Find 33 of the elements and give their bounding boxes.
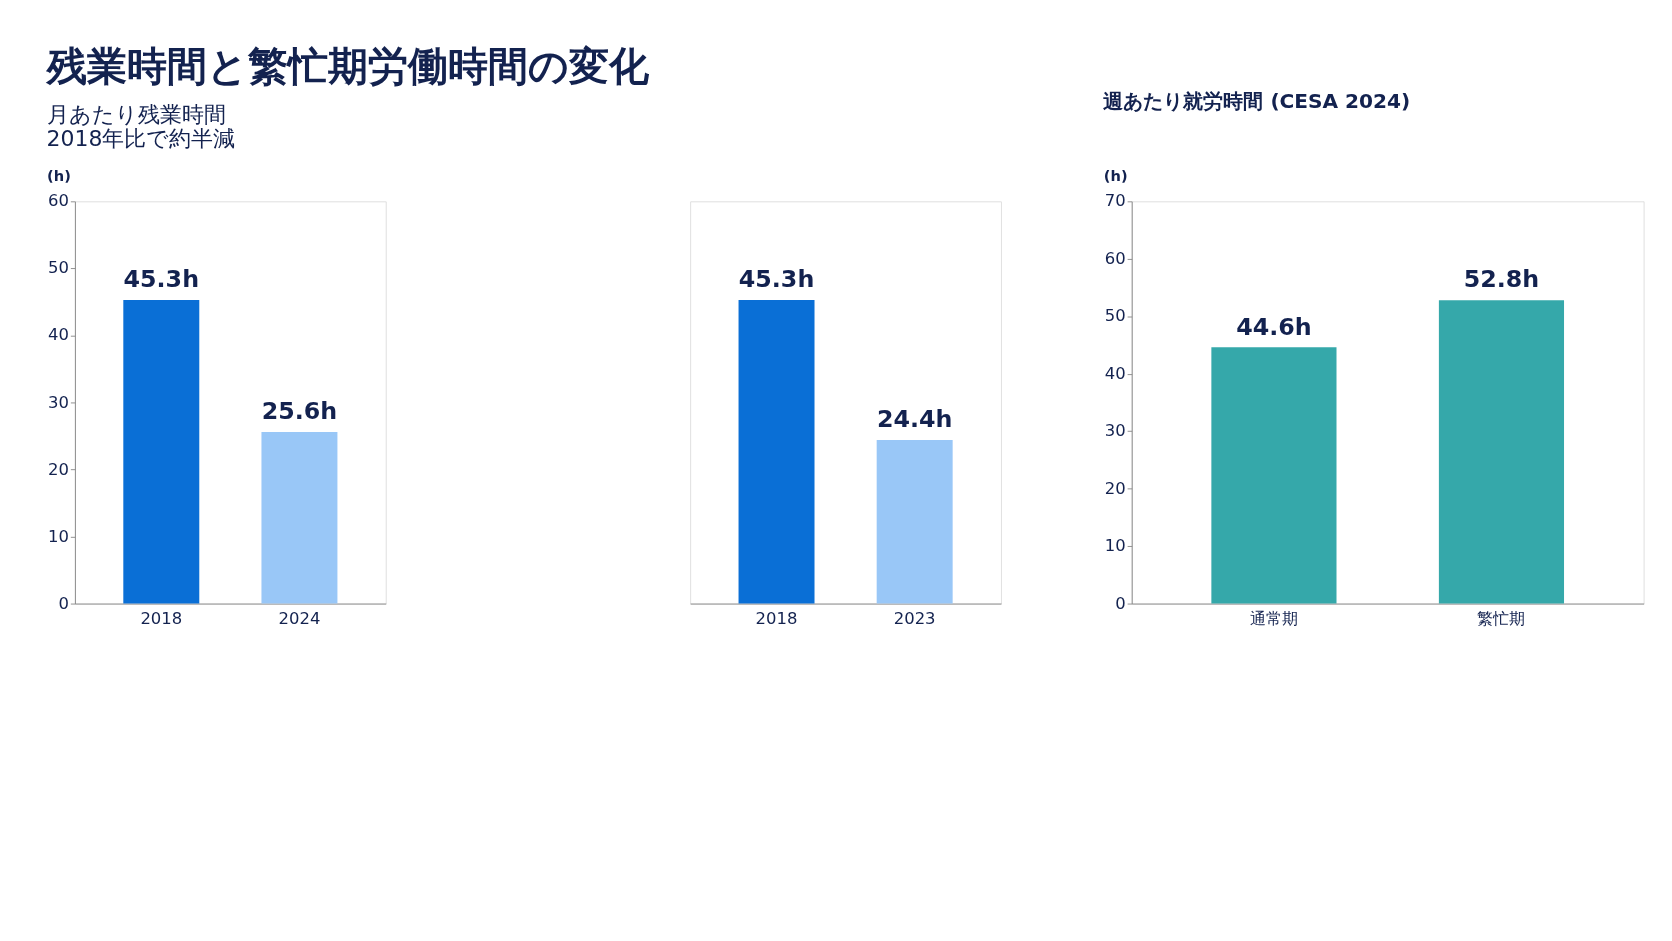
data-label: 52.8h	[1463, 265, 1540, 294]
y-tick-label: 40	[48, 325, 70, 345]
y-tick-label: 0	[1115, 593, 1126, 613]
y-tick-label: 50	[1104, 306, 1126, 326]
y-tick-label: 10	[1104, 536, 1126, 556]
y-tick-label: 10	[48, 526, 70, 546]
x-tick-label: 繁忙期	[1477, 609, 1526, 629]
x-tick-label: 2024	[278, 609, 321, 629]
data-label: 24.4h	[876, 405, 953, 434]
x-tick-label: 2018	[755, 609, 798, 629]
x-tick-label: 2023	[893, 609, 936, 629]
y-tick-label: 40	[1104, 363, 1126, 383]
text: 2018年比で約半減	[46, 125, 236, 151]
data-label: 44.6h	[1236, 312, 1312, 341]
x-tick-label: 通常期	[1249, 609, 1298, 629]
chart-subtitle: 週あたり就労時間 (CESA 2024)	[1102, 89, 1411, 114]
y-axis-title: (h)	[1103, 166, 1128, 184]
data-label: 45.3h	[123, 265, 200, 294]
y-axis-title: (h)	[47, 166, 71, 184]
y-tick-label: 20	[1104, 478, 1126, 498]
y-tick-label: 20	[48, 459, 70, 479]
data-label: 45.3h	[738, 265, 815, 294]
y-tick-label: 0	[58, 593, 70, 613]
y-tick-label: 60	[1104, 248, 1126, 268]
y-tick-label: 30	[48, 392, 70, 412]
y-tick-label: 50	[48, 258, 70, 278]
y-tick-label: 70	[1104, 191, 1126, 211]
chart-title: 残業時間と繁忙期労働時間の変化	[44, 42, 650, 89]
x-tick-label: 2018	[140, 609, 183, 629]
data-label: 25.6h	[261, 397, 338, 426]
y-tick-label: 60	[48, 191, 70, 211]
y-tick-label: 30	[1104, 421, 1126, 441]
chart-subtitle: 月あたり残業時間	[46, 101, 226, 127]
